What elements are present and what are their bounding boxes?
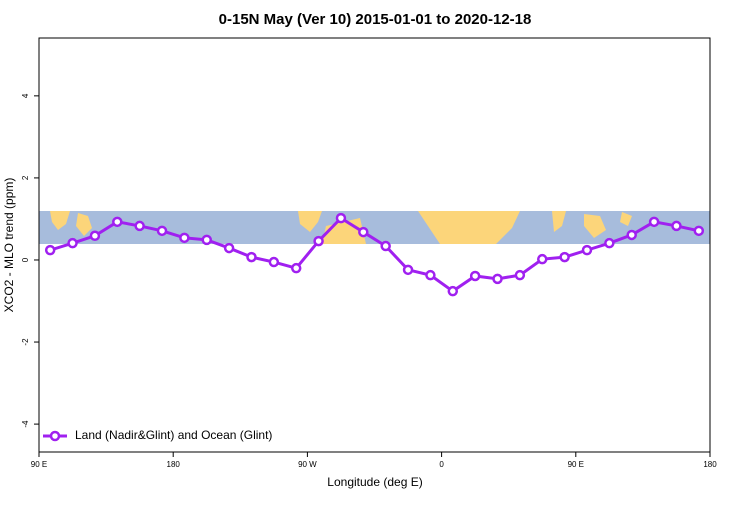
data-point (604, 237, 615, 249)
y-tick-label: 2 (21, 175, 30, 180)
land (552, 211, 566, 232)
chart-title: 0-15N May (Ver 10) 2015-01-01 to 2020-12… (219, 11, 532, 28)
data-point (648, 216, 660, 228)
data-point (581, 244, 593, 256)
legend-marker (49, 430, 61, 442)
data-point (67, 237, 78, 249)
land (584, 214, 606, 238)
data-point (671, 220, 682, 232)
data-point (156, 225, 168, 237)
data-point (290, 262, 302, 274)
data-point (335, 212, 347, 224)
data-point (492, 273, 503, 285)
x-tick-label: 90 E (31, 460, 47, 469)
y-tick-label: 4 (21, 93, 30, 98)
y-axis-label: XCO2 - MLO trend (ppm) (2, 178, 16, 313)
x-tick-label: 90 E (568, 460, 584, 469)
x-axis-label: Longitude (deg E) (327, 475, 422, 489)
data-point (559, 251, 570, 263)
data-point (112, 216, 123, 228)
data-point (223, 242, 235, 254)
data-point (268, 256, 280, 268)
y-tick-label: -2 (21, 338, 30, 346)
x-tick-label: 0 (439, 460, 444, 469)
data-point (626, 229, 637, 241)
x-tick-label: 180 (167, 460, 181, 469)
data-point (201, 234, 212, 246)
y-tick-label: -4 (21, 420, 30, 428)
data-point (425, 269, 436, 281)
data-point (693, 225, 705, 237)
land (298, 211, 322, 232)
data-point (447, 285, 459, 297)
plot-frame (38, 37, 711, 453)
land (418, 211, 520, 244)
data-point (179, 232, 190, 244)
data-point (313, 235, 324, 247)
data-point (44, 244, 56, 256)
data-point (134, 220, 145, 232)
data-point (89, 230, 101, 242)
land (620, 212, 632, 226)
data-point (402, 264, 414, 276)
x-tick-label: 90 W (298, 460, 317, 469)
data-point (514, 269, 526, 281)
data-point (246, 251, 257, 263)
data-point (537, 253, 548, 265)
data-point (358, 226, 369, 238)
legend-label: Land (Nadir&Glint) and Ocean (Glint) (75, 428, 272, 442)
land (76, 213, 92, 236)
y-tick-label: 0 (21, 257, 30, 262)
data-point (469, 270, 481, 282)
x-tick-label: 180 (703, 460, 717, 469)
land (50, 211, 70, 230)
data-point (380, 240, 391, 252)
